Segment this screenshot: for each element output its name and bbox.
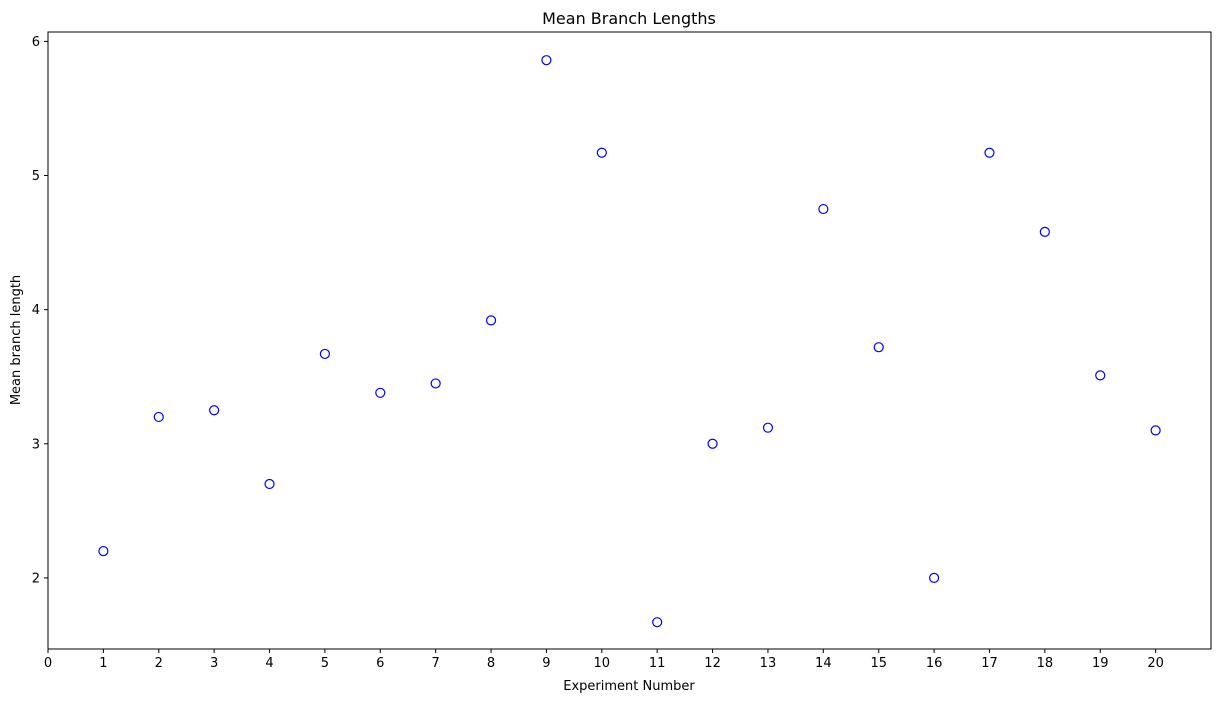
data-point <box>1095 370 1106 381</box>
data-point <box>707 438 718 449</box>
y-tick-label: 5 <box>32 169 40 184</box>
x-tick-label: 1 <box>99 656 107 671</box>
data-point <box>264 478 275 490</box>
data-point <box>873 342 884 353</box>
x-tick-label: 17 <box>981 656 998 671</box>
y-axis: 2 3 4 5 6 <box>32 35 48 586</box>
x-tick-label: 8 <box>487 656 495 671</box>
data-point <box>375 387 386 398</box>
data-point <box>928 572 940 584</box>
x-tick-label: 3 <box>210 656 218 671</box>
data-point <box>984 147 995 158</box>
x-tick-label: 11 <box>649 656 666 671</box>
data-point <box>652 617 663 628</box>
data-point <box>818 203 829 215</box>
x-tick-label: 19 <box>1092 656 1109 671</box>
data-point <box>153 411 164 423</box>
x-tick-label: 7 <box>432 656 440 671</box>
y-tick-label: 6 <box>32 35 40 50</box>
y-tick-label: 3 <box>32 437 40 452</box>
x-tick-label: 12 <box>704 656 721 671</box>
data-point <box>209 405 220 416</box>
x-axis: 0 1 2 3 4 5 6 7 8 9 10 11 12 13 14 15 16 17 18 19 20 <box>44 649 1164 671</box>
y-tick-label: 4 <box>32 303 40 318</box>
x-tick-label: 9 <box>542 656 550 671</box>
y-axis-label: Mean branch length <box>9 275 24 405</box>
x-tick-label: 16 <box>926 656 943 671</box>
x-tick-label: 5 <box>321 656 329 671</box>
x-tick-label: 6 <box>376 656 384 671</box>
data-point <box>98 545 109 557</box>
data-point <box>1150 425 1161 436</box>
x-tick-label: 0 <box>44 656 52 671</box>
y-tick-label: 2 <box>32 571 40 586</box>
data-point <box>430 378 441 389</box>
data-point <box>762 422 774 433</box>
data-point <box>596 147 607 158</box>
chart-title: Mean Branch Lengths <box>542 9 716 28</box>
x-tick-label: 14 <box>815 656 832 671</box>
x-tick-label: 20 <box>1147 656 1164 671</box>
x-tick-label: 4 <box>265 656 273 671</box>
x-tick-label: 15 <box>870 656 887 671</box>
data-point <box>485 315 497 326</box>
data-points <box>98 55 1161 628</box>
x-tick-label: 13 <box>760 656 777 671</box>
plot-frame <box>47 31 1212 650</box>
x-tick-label: 2 <box>155 656 163 671</box>
data-point <box>319 348 331 360</box>
x-axis-label: Experiment Number <box>563 679 695 694</box>
x-tick-label: 10 <box>594 656 611 671</box>
data-point <box>541 55 552 66</box>
data-point <box>1039 226 1050 237</box>
x-tick-label: 18 <box>1037 656 1054 671</box>
